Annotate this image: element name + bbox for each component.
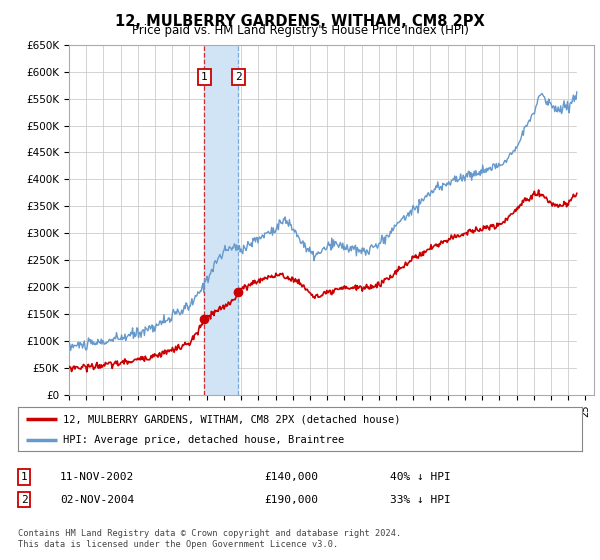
Bar [205, 45, 238, 395]
Text: 12, MULBERRY GARDENS, WITHAM, CM8 2PX (detached house): 12, MULBERRY GARDENS, WITHAM, CM8 2PX (d… [63, 414, 401, 424]
Text: 2: 2 [20, 494, 28, 505]
Text: 1: 1 [201, 72, 208, 82]
Text: Contains HM Land Registry data © Crown copyright and database right 2024.
This d: Contains HM Land Registry data © Crown c… [18, 529, 401, 549]
Text: 2: 2 [235, 72, 242, 82]
Text: £190,000: £190,000 [264, 494, 318, 505]
Text: 33% ↓ HPI: 33% ↓ HPI [390, 494, 451, 505]
Text: HPI: Average price, detached house, Braintree: HPI: Average price, detached house, Brai… [63, 435, 344, 445]
Text: 1: 1 [20, 472, 28, 482]
Text: 11-NOV-2002: 11-NOV-2002 [60, 472, 134, 482]
Text: £140,000: £140,000 [264, 472, 318, 482]
Text: Price paid vs. HM Land Registry's House Price Index (HPI): Price paid vs. HM Land Registry's House … [131, 24, 469, 37]
Bar [577, 45, 594, 395]
Text: 02-NOV-2004: 02-NOV-2004 [60, 494, 134, 505]
Text: 40% ↓ HPI: 40% ↓ HPI [390, 472, 451, 482]
Text: 12, MULBERRY GARDENS, WITHAM, CM8 2PX: 12, MULBERRY GARDENS, WITHAM, CM8 2PX [115, 14, 485, 29]
